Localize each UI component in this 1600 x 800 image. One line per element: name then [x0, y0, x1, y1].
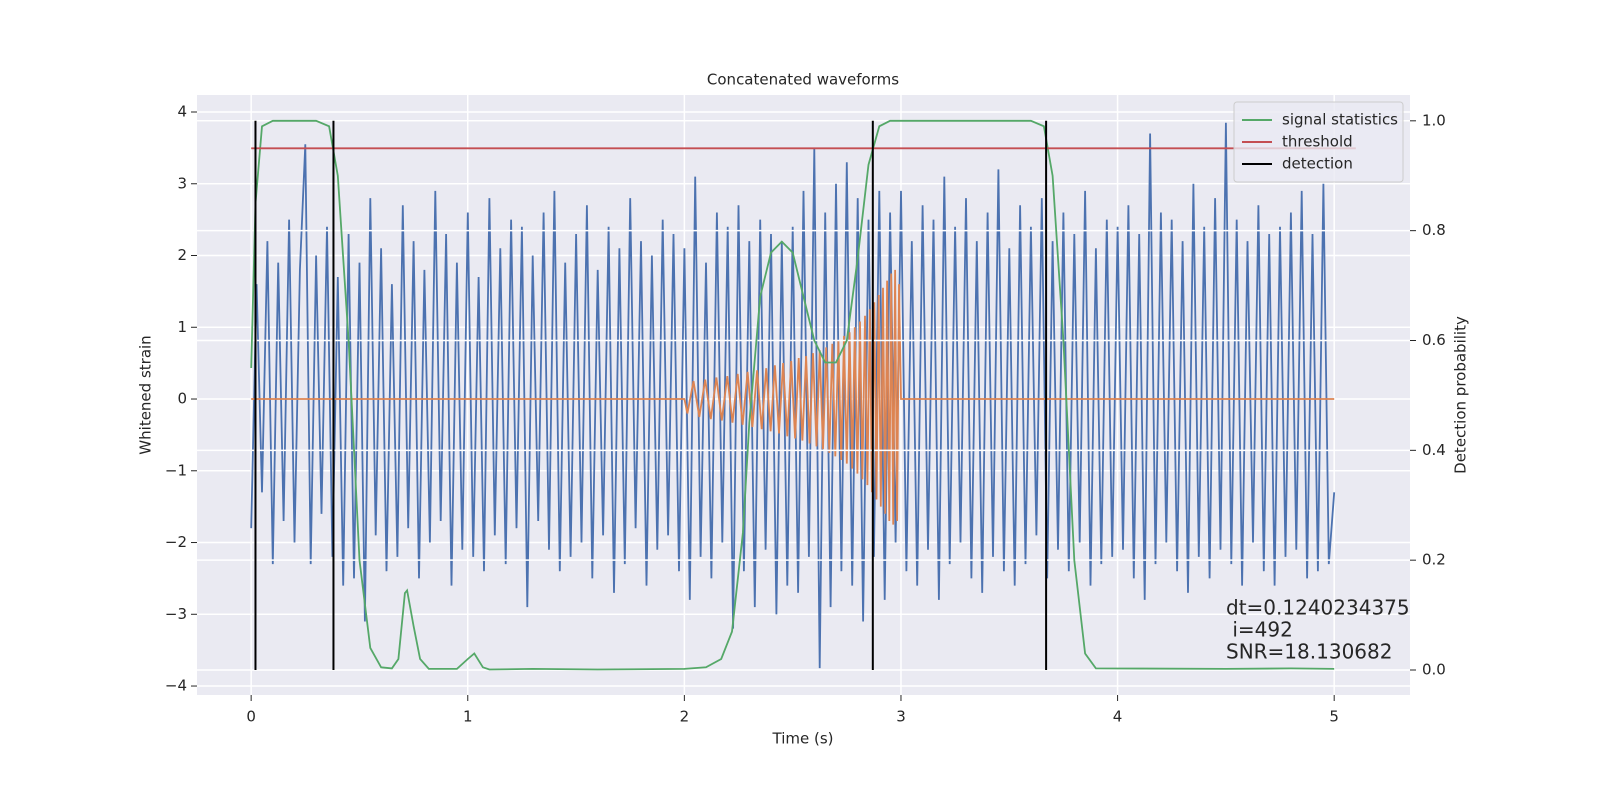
x-axis-label: Time (s)	[772, 730, 834, 748]
annotation: i=492	[1226, 618, 1293, 642]
y-tick-label: 0	[177, 390, 187, 408]
legend-box	[1233, 101, 1404, 183]
x-tick-label: 5	[1329, 708, 1339, 726]
y-tick-label: 4	[177, 103, 187, 121]
x-tick-label: 3	[896, 708, 906, 726]
y2-tick-label: 0.0	[1422, 661, 1446, 679]
x-tick-label: 1	[463, 708, 473, 726]
y-tick-label: −3	[165, 605, 187, 623]
y2-tick-label: 0.6	[1422, 331, 1446, 349]
line-series	[251, 269, 1335, 525]
annotation: SNR=18.130682	[1226, 640, 1392, 664]
y2-axis-label: Detection probability	[1452, 316, 1470, 474]
legend-label: threshold	[1282, 133, 1353, 151]
line-series	[250, 122, 1336, 669]
y2-tick-label: 0.8	[1422, 221, 1446, 239]
line-series	[250, 119, 1335, 671]
y2-tick-label: 1.0	[1422, 111, 1446, 129]
y-axis-label: Whitened strain	[137, 335, 155, 454]
y-tick-label: 2	[177, 246, 187, 264]
legend-label: signal statistics	[1282, 111, 1398, 129]
y-tick-label: −1	[165, 461, 187, 479]
x-tick-label: 0	[246, 708, 256, 726]
y2-tick-label: 0.4	[1422, 441, 1446, 459]
y2-tick-label: 0.2	[1422, 551, 1446, 569]
x-tick-label: 2	[680, 708, 690, 726]
y-tick-label: −2	[165, 533, 187, 551]
y-tick-label: 3	[177, 174, 187, 192]
y-tick-label: 1	[177, 318, 187, 336]
x-tick-label: 4	[1113, 708, 1123, 726]
legend-label: detection	[1282, 155, 1353, 173]
y-tick-label: −4	[165, 677, 187, 695]
annotation: dt=0.1240234375	[1226, 596, 1410, 620]
chart-title: Concatenated waveforms	[707, 71, 899, 89]
